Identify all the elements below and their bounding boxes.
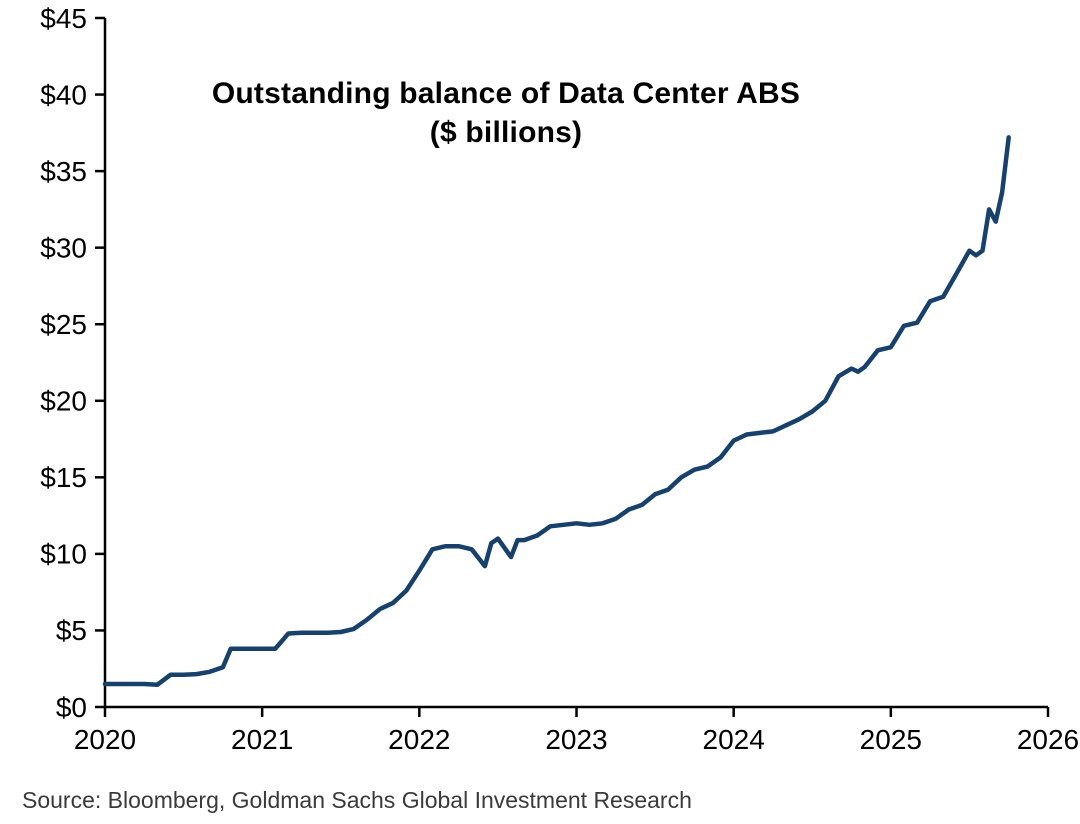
source-text: Source: Bloomberg, Goldman Sachs Global …: [22, 787, 692, 813]
x-tick-label: 2021: [231, 724, 293, 755]
x-tick-label: 2020: [74, 724, 136, 755]
chart-title-line2: ($ billions): [429, 116, 583, 149]
chart-title-line1: Outstanding balance of Data Center ABS: [211, 77, 801, 110]
chart-title: Outstanding balance of Data Center ABS (…: [0, 74, 1012, 152]
chart-line: [102, 135, 1011, 688]
line-chart-svg: $0 $5 $10 $15 $20 $25 $30 $35 $40 $45 2020 2021 2022…: [40, 3, 1079, 755]
x-tick-label: 2024: [703, 724, 765, 755]
x-tick-label: 2023: [545, 724, 607, 755]
y-tick-label: $5: [56, 615, 87, 646]
y-tick-label: $35: [40, 156, 87, 187]
y-tick-label: $30: [40, 232, 87, 263]
y-tick-label: $20: [40, 386, 87, 417]
y-tick-label: $40: [40, 79, 87, 110]
y-tick-label: $0: [56, 692, 87, 723]
x-tick-label: 2025: [860, 724, 922, 755]
y-tick-label: $25: [40, 309, 87, 340]
y-tick-label: $10: [40, 539, 87, 570]
y-tick-label: $45: [40, 3, 87, 34]
x-tick-label: 2022: [388, 724, 450, 755]
x-tick-label: 2026: [1017, 724, 1079, 755]
y-tick-label: $15: [40, 462, 87, 493]
